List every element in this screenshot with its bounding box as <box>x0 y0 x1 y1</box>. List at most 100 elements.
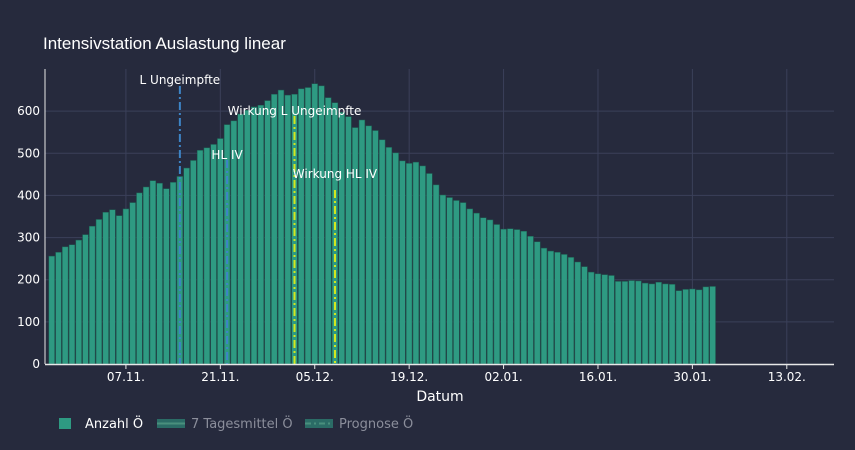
grid <box>45 69 834 364</box>
x-tick-label: 30.01. <box>673 370 711 384</box>
bar <box>156 182 163 365</box>
bar <box>392 152 399 365</box>
bar <box>574 261 581 365</box>
bar <box>122 208 130 365</box>
bar <box>95 219 103 365</box>
bar <box>655 281 662 365</box>
bar <box>169 182 177 365</box>
bar <box>284 94 291 365</box>
bar <box>554 252 561 365</box>
x-tick-labels: 07.11. 21.11. 05.12. 19.12. 02.01. 16.01. 30.0… <box>107 364 806 384</box>
bar <box>642 282 649 365</box>
bar <box>594 273 602 365</box>
bar <box>635 280 642 365</box>
bar <box>338 112 345 365</box>
bar <box>298 88 305 365</box>
legend-item-anzahl[interactable]: Anzahl Ö <box>59 415 143 432</box>
bar <box>318 85 325 365</box>
bar <box>365 125 372 365</box>
bar <box>190 160 197 365</box>
x-tick-label: 13.02. <box>768 370 806 384</box>
bar <box>527 236 534 365</box>
legend: Anzahl Ö 7 Tagesmittel Ö Prognose Ö <box>59 415 413 432</box>
x-tick-label: 16.01. <box>579 370 617 384</box>
y-tick-label: 300 <box>17 231 40 245</box>
bar <box>55 252 62 365</box>
y-tick-label: 600 <box>17 104 40 118</box>
x-tick-label: 05.12. <box>296 370 334 384</box>
bar <box>68 244 76 365</box>
bar <box>493 224 500 365</box>
bar <box>540 247 548 365</box>
y-tick-label: 0 <box>32 357 40 371</box>
bar <box>520 231 527 365</box>
legend-item-prognose[interactable]: Prognose Ö <box>305 415 413 432</box>
bar <box>257 104 264 365</box>
chart-title: Intensivstation Auslastung linear <box>43 34 286 53</box>
bar <box>311 83 318 365</box>
bar <box>244 110 251 365</box>
bar <box>203 147 210 365</box>
bar <box>628 280 635 365</box>
bar <box>149 180 157 365</box>
bar <box>473 212 480 365</box>
bar <box>412 161 420 365</box>
bar <box>372 130 379 365</box>
y-tick-label: 500 <box>17 146 40 160</box>
bar <box>615 281 622 365</box>
bar <box>695 289 703 365</box>
bar <box>116 215 123 365</box>
legend-swatch-anzahl <box>59 418 71 429</box>
bar <box>62 246 69 365</box>
bar <box>217 138 224 365</box>
x-axis-title: Datum <box>416 389 463 405</box>
bar <box>534 241 541 365</box>
bar <box>250 106 258 365</box>
bar <box>345 116 352 365</box>
y-tick-label: 100 <box>17 315 40 329</box>
bar <box>136 192 143 365</box>
bar <box>358 119 366 365</box>
bar <box>507 228 514 365</box>
bar <box>183 167 190 365</box>
x-tick-label: 21.11. <box>201 370 239 384</box>
bar <box>500 228 507 365</box>
bar <box>581 266 588 365</box>
bar <box>419 165 426 365</box>
bar <box>143 186 150 365</box>
bar <box>588 271 595 365</box>
bar <box>304 87 312 365</box>
bar <box>466 208 474 365</box>
bar <box>379 139 386 365</box>
bar <box>608 275 615 365</box>
vline-label-1: L Ungeimpfte <box>140 73 221 87</box>
bar <box>709 286 716 365</box>
vline-label-2: HL IV <box>211 148 243 162</box>
bar <box>385 147 393 365</box>
bar <box>513 229 521 365</box>
bar <box>399 160 406 365</box>
bar <box>459 202 467 365</box>
vertical-lines: L Ungeimpfte HL IV Wirkung L Ungeimpfte Wir… <box>140 73 378 364</box>
bar <box>48 255 55 365</box>
vline-label-3: Wirkung L Ungeimpfte <box>228 104 362 118</box>
bar <box>109 209 116 365</box>
bar <box>702 286 710 365</box>
bar <box>648 283 656 365</box>
legend-label-7-tagesmittel: 7 Tagesmittel Ö <box>191 415 293 432</box>
bar <box>264 100 271 365</box>
bar <box>210 144 217 365</box>
bar <box>689 288 696 365</box>
legend-label-prognose: Prognose Ö <box>339 415 413 432</box>
bar <box>163 188 170 365</box>
legend-item-7-tagesmittel[interactable]: 7 Tagesmittel Ö <box>157 415 293 432</box>
bar <box>675 290 683 365</box>
x-tick-label: 02.01. <box>484 370 522 384</box>
y-tick-labels: 0 100 200 300 400 500 600 <box>17 104 40 371</box>
bar <box>426 173 433 365</box>
axes <box>44 69 834 366</box>
bar <box>567 257 575 365</box>
bar <box>669 284 676 365</box>
bar <box>480 217 487 365</box>
bar <box>75 239 82 365</box>
